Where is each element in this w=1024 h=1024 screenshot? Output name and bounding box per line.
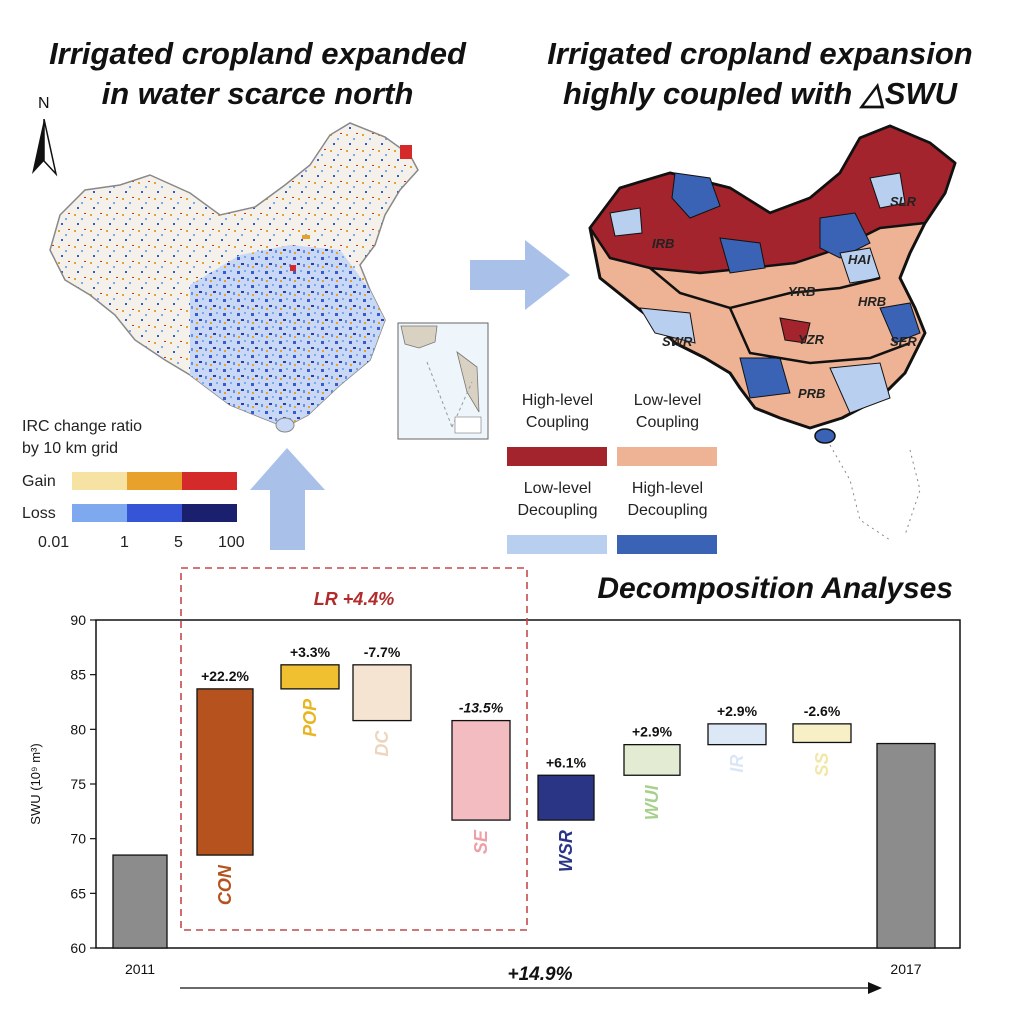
bar-IR: [707, 723, 767, 746]
y-tick-label-85: 85: [70, 667, 86, 683]
left-title-line1: Irrigated cropland expanded: [49, 36, 466, 71]
gain-swatch-0: [72, 472, 127, 490]
coupling-legend-swatch-3: [617, 535, 717, 554]
right-title-line2: highly coupled with △SWU: [562, 76, 958, 111]
bar-pct-DC: -7.7%: [364, 644, 401, 660]
bar-label-WUI: WUI: [642, 784, 662, 820]
bar-pct-IR: +2.9%: [717, 703, 758, 719]
irc-legend-title-line2: by 10 km grid: [22, 440, 119, 457]
coupling-legend-label-2-line1: Low-level: [523, 480, 592, 497]
coupling-legend-label-0-line1: High-level: [521, 392, 594, 409]
irc-tick-2: 5: [174, 534, 183, 551]
bar-label-SS: SS: [812, 752, 832, 776]
bar-pct-CON: +22.2%: [201, 668, 249, 684]
bar-pct-SS: -2.6%: [804, 703, 841, 719]
basin-label-prb: PRB: [798, 386, 825, 401]
lr-dashed-box: [180, 567, 528, 931]
basin-label-ser: SER: [890, 334, 917, 349]
basin-label-irb: IRB: [652, 236, 674, 251]
bar-pct-SE: -13.5%: [459, 700, 504, 716]
up-arrow-icon: [250, 448, 325, 550]
chart-title: Decomposition Analyses: [597, 572, 953, 605]
left-title-line2: in water scarce north: [101, 76, 414, 111]
irc-legend-title-line1: IRC change ratio: [22, 418, 143, 435]
bar-2017: [876, 742, 936, 949]
loss-swatch-2: [182, 504, 237, 522]
coupling-map: IRB SLR HAI YRB HRB SWR YZR SER PRB: [588, 124, 957, 444]
total-change-label: +14.9%: [508, 964, 573, 985]
gain-swatch-2: [182, 472, 237, 490]
right-arrow-icon: [470, 240, 570, 310]
bar-pct-WUI: +2.9%: [632, 724, 673, 740]
bar-2011: [112, 854, 168, 949]
y-axis-label: SWU (10⁹ m³): [28, 743, 43, 824]
bar-label-CON: CON: [215, 864, 235, 905]
basin-label-swr: SWR: [662, 334, 693, 349]
gain-swatch-1: [127, 472, 182, 490]
coupling-legend-swatch-2: [507, 535, 607, 554]
coupling-legend-label-3-line2: Decoupling: [627, 502, 708, 519]
bar-SE: [451, 719, 511, 821]
irc-tick-1: 1: [120, 534, 129, 551]
bar-label-DC: DC: [372, 730, 392, 757]
bar-WUI: [623, 743, 681, 776]
y-tick-label-90: 90: [70, 612, 86, 628]
y-tick-label-80: 80: [70, 721, 86, 737]
total-change-arrowhead-icon: [868, 982, 882, 994]
gain-label: Gain: [22, 473, 56, 490]
coupling-legend-label-0-line2: Coupling: [525, 414, 590, 431]
bar-DC: [352, 664, 412, 722]
lr-box-label: LR +4.4%: [314, 589, 395, 609]
irc-tick-3: 100: [218, 534, 245, 551]
decomposition-chart: Decomposition Analyses 60 65 70 75 80 85 90 SWU…: [28, 567, 961, 994]
irc-tick-0: 0.01: [38, 534, 70, 551]
north-label: N: [38, 95, 50, 112]
bar-label-POP: POP: [300, 698, 320, 737]
bar-label-SE: SE: [471, 829, 491, 854]
y-tick-label-65: 65: [70, 885, 86, 901]
y-tick-label-75: 75: [70, 776, 86, 792]
right-islands: [829, 444, 921, 541]
bar-label-IR: IR: [727, 755, 747, 773]
coupling-legend-swatch-0: [507, 447, 607, 466]
coupling-legend-label-1-line2: Coupling: [635, 414, 700, 431]
south-china-sea-inset: [397, 322, 489, 440]
right-title-line1: Irrigated cropland expansion: [547, 36, 973, 71]
loss-label: Loss: [22, 505, 56, 522]
basin-label-hai: HAI: [848, 252, 871, 267]
basin-label-slr: SLR: [890, 194, 917, 209]
bar-SS: [792, 723, 852, 744]
north-arrow: N: [30, 95, 70, 185]
basin-label-yrb: YRB: [788, 284, 815, 299]
bar-CON: [196, 688, 254, 856]
bar-WSR: [537, 774, 595, 821]
loss-swatch-0: [72, 504, 127, 522]
bar-pct-WSR: +6.1%: [546, 754, 587, 770]
north-arrow-icon: [32, 119, 58, 177]
coupling-legend-swatch-1: [617, 447, 717, 466]
basin-label-yzr: YZR: [798, 332, 825, 347]
bar-pct-POP: +3.3%: [290, 644, 331, 660]
bar-label-WSR: WSR: [556, 830, 576, 872]
coupling-legend-label-3-line1: High-level: [631, 480, 704, 497]
coupling-legend-label-2-line2: Decoupling: [517, 502, 598, 519]
y-tick-label-70: 70: [70, 831, 86, 847]
coupling-legend-label-1-line1: Low-level: [633, 392, 702, 409]
x-start-label: 2011: [125, 961, 155, 977]
y-tick-label-60: 60: [70, 940, 86, 956]
x-end-label: 2017: [890, 961, 921, 977]
basin-label-hrb: HRB: [858, 294, 886, 309]
bar-POP: [280, 664, 340, 690]
loss-swatch-1: [127, 504, 182, 522]
irc-change-map: [49, 122, 419, 433]
